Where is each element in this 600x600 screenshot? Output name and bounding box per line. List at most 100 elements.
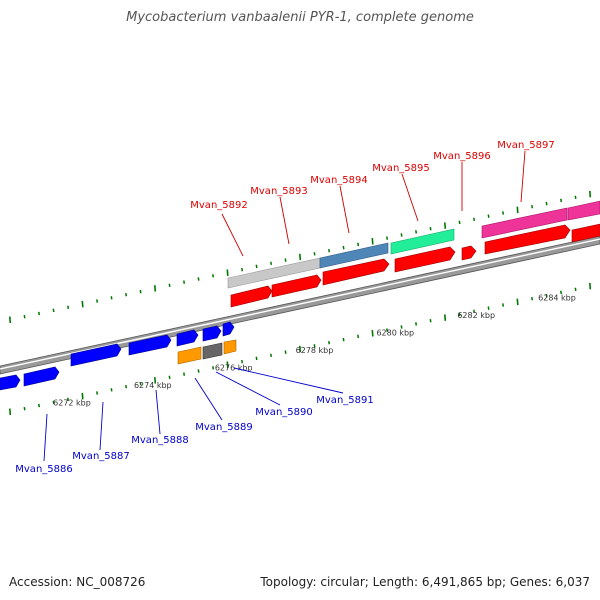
upper-scale-dot-3: [52, 308, 55, 313]
upper-scale-dot-37: [545, 201, 548, 206]
lower-scale-dot-18: [270, 353, 273, 358]
upper-scale-dot-7: [110, 296, 113, 300]
upper-scale-dot-28: [415, 230, 418, 234]
label-mvan-5887[interactable]: Mvan_5887: [72, 451, 129, 462]
upper-scale-dot-0: [9, 316, 12, 324]
lower-scale-dot-34: [502, 303, 505, 307]
lower-scale-dot-5: [81, 392, 84, 400]
lower-tick-track: [9, 282, 592, 416]
upper-scale-dot-25: [371, 238, 374, 245]
upper-scale-dot-15: [226, 269, 229, 276]
gene-right-edge-red[interactable]: [571, 223, 600, 243]
leader-mvan-5897: [520, 150, 526, 203]
lower-scale-dot-10: [154, 377, 157, 384]
box-orange-small[interactable]: [223, 339, 237, 355]
lower-scale-dot-12: [183, 372, 186, 376]
lower-scale-dot-24: [357, 334, 360, 339]
upper-scale-dot-16: [241, 267, 244, 272]
box-steelblue[interactable]: [319, 242, 389, 269]
annotation-boxes: [227, 200, 600, 289]
gene-mvan-5887[interactable]: [70, 343, 122, 367]
upper-scale-dot-2: [38, 311, 41, 316]
leader-mvan-5888: [155, 389, 161, 435]
gene-mvan-5894[interactable]: [322, 258, 390, 286]
leader-mvan-5890: [215, 371, 281, 406]
upper-scale-dot-9: [139, 289, 142, 294]
box-magenta[interactable]: [481, 207, 568, 239]
topology-summary: Topology: circular; Length: 6,491,865 bp…: [260, 575, 590, 589]
upper-tick-track: [9, 190, 592, 324]
lower-scale-dot-27: [400, 325, 403, 329]
gene-mvan-5889[interactable]: [176, 329, 199, 347]
label-mvan-5891[interactable]: Mvan_5891: [316, 395, 373, 406]
leader-mvan-5889: [194, 377, 223, 421]
upper-scale-dot-8: [125, 292, 128, 297]
label-mvan-5893[interactable]: Mvan_5893: [250, 186, 307, 197]
upper-scale-dot-11: [168, 283, 171, 288]
leader-mvan-5895: [401, 173, 419, 222]
gene-mvan-5896[interactable]: [461, 245, 477, 261]
gene-mvan-5891[interactable]: [222, 321, 235, 337]
label-mvan-5892[interactable]: Mvan_5892: [190, 200, 247, 211]
upper-scale-dot-12: [183, 280, 186, 284]
upper-scale-dot-10: [154, 285, 157, 292]
gene-mvan-5888[interactable]: [128, 334, 172, 356]
gene-mvan-5890[interactable]: [202, 325, 222, 342]
upper-scale-dot-22: [328, 248, 331, 253]
upper-scale-dot-30: [444, 222, 447, 229]
lower-scale-dot-23: [342, 337, 345, 342]
label-mvan-5896[interactable]: Mvan_5896: [433, 151, 490, 162]
upper-scale-dot-18: [270, 261, 273, 266]
label-mvan-5894[interactable]: Mvan_5894: [310, 175, 367, 186]
upper-scale-dot-1: [23, 314, 26, 319]
upper-scale-dot-33: [487, 214, 490, 218]
lower-scale-dot-21: [313, 344, 316, 348]
lower-scale-dot-29: [429, 318, 432, 323]
upper-scale-dot-20: [299, 253, 302, 261]
gene-left-edge-blue[interactable]: [0, 374, 21, 391]
coordinate-labels: 6272 kbp 6274 kbp 6276 kbp 6278 kbp 6280 kbp…: [53, 293, 576, 407]
lower-scale-dot-22: [328, 340, 331, 345]
lower-scale-dot-2: [38, 403, 41, 408]
box-orange[interactable]: [177, 346, 202, 365]
lower-scale-dot-20: [299, 345, 302, 353]
lower-scale-dot-37: [545, 293, 548, 298]
leader-mvan-5893: [279, 196, 290, 245]
gene-mvan-5893[interactable]: [271, 274, 322, 298]
label-mvan-5889[interactable]: Mvan_5889: [195, 422, 252, 433]
lower-scale-dot-4: [67, 397, 70, 402]
gene-mvan-5895[interactable]: [394, 246, 456, 273]
box-teal[interactable]: [390, 228, 455, 255]
upper-scale-dot-29: [429, 226, 432, 231]
coordinate-label-6284: 6284 kbp: [538, 293, 576, 302]
label-mvan-5886[interactable]: Mvan_5886: [15, 464, 72, 475]
leader-mvan-5886: [43, 413, 48, 462]
leader-mvan-5887: [99, 401, 104, 451]
box-magenta-right[interactable]: [567, 200, 600, 221]
lower-scale-dot-17: [255, 356, 258, 361]
upper-scale-dot-14: [212, 274, 215, 278]
upper-scale-dot-32: [473, 217, 476, 222]
gene-mvan-5886[interactable]: [23, 366, 60, 387]
label-mvan-5895[interactable]: Mvan_5895: [372, 163, 429, 174]
backbone-highlight: [0, 238, 600, 370]
upper-scale-dot-24: [357, 242, 360, 247]
upper-scale-dot-6: [96, 299, 99, 303]
lower-gene-labels: Mvan_5886 Mvan_5887 Mvan_5888 Mvan_5889 …: [15, 367, 374, 475]
gene-mvan-5897[interactable]: [484, 224, 571, 255]
label-mvan-5890[interactable]: Mvan_5890: [255, 407, 312, 418]
gene-mvan-5892[interactable]: [230, 285, 273, 308]
box-darkgrey[interactable]: [202, 342, 223, 360]
upper-scale-dot-34: [502, 211, 505, 215]
upper-scale-dot-36: [531, 204, 534, 209]
lower-scale-dot-40: [589, 282, 592, 290]
lower-scale-dot-1: [23, 406, 26, 411]
upper-scale-dot-23: [342, 245, 345, 250]
lower-scale-dot-15: [226, 361, 229, 368]
lower-scale-dot-19: [284, 350, 287, 354]
upper-scale-dot-5: [81, 300, 84, 308]
label-mvan-5888[interactable]: Mvan_5888: [131, 435, 188, 446]
label-mvan-5897[interactable]: Mvan_5897: [497, 140, 554, 151]
leader-mvan-5894: [339, 185, 350, 234]
